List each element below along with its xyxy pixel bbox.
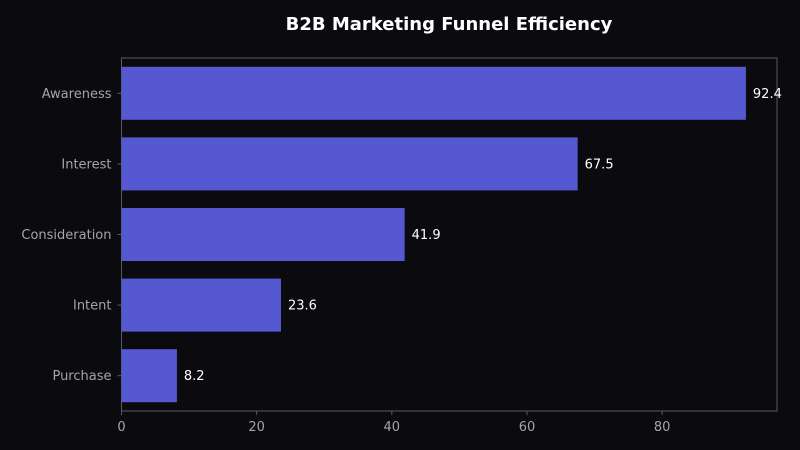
y-tick-label-awareness: Awareness: [42, 87, 112, 102]
bar-awareness: [121, 66, 746, 120]
value-label-intent: 23.6: [288, 299, 317, 314]
chart-title: B2B Marketing Funnel Efficiency: [286, 14, 613, 35]
y-tick-label-purchase: Purchase: [52, 369, 111, 384]
x-tick-label-60: 60: [519, 420, 536, 435]
bar-intent: [121, 278, 281, 332]
bar-consideration: [121, 208, 405, 261]
bar-purchase: [121, 349, 177, 403]
y-axis: Awareness Interest Consideration Intent Purc…: [21, 87, 122, 384]
value-label-purchase: 8.2: [184, 369, 205, 384]
y-tick-label-interest: Interest: [61, 157, 111, 172]
x-tick-label-0: 0: [117, 420, 125, 435]
y-tick-label-intent: Intent: [73, 299, 112, 314]
value-label-awareness: 92.4: [753, 87, 782, 102]
value-label-interest: 67.5: [585, 157, 614, 172]
x-tick-label-40: 40: [384, 420, 401, 435]
x-axis: 0 20 40 60 80: [117, 411, 670, 435]
bars-layer: [121, 66, 746, 403]
x-tick-label-80: 80: [654, 420, 671, 435]
value-label-consideration: 41.9: [412, 228, 441, 243]
bar-interest: [121, 137, 578, 191]
x-tick-label-20: 20: [248, 420, 265, 435]
data-labels-layer: 92.4 67.5 41.9 23.6 8.2: [184, 87, 782, 384]
y-tick-label-consideration: Consideration: [21, 228, 111, 243]
